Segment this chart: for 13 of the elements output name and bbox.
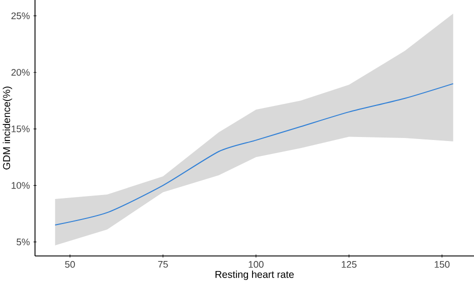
y-tick-label: 15% — [12, 126, 30, 132]
x-tick-label: 100 — [248, 261, 264, 268]
y-tick-label: 10% — [12, 182, 30, 189]
x-axis-title: Resting heart rate — [216, 270, 294, 280]
y-axis-title: GDM incidence(%) — [2, 86, 12, 170]
y-tick-label: 20% — [11, 69, 30, 76]
x-tick-label: 125 — [342, 261, 357, 268]
x-tick-label: 150 — [434, 261, 450, 268]
x-tick-label: 50 — [65, 261, 75, 268]
y-tick-label: 5% — [16, 238, 30, 246]
x-tick-label: 75 — [158, 261, 168, 268]
y-tick-label: 25% — [11, 12, 30, 20]
line-series — [54, 83, 454, 226]
